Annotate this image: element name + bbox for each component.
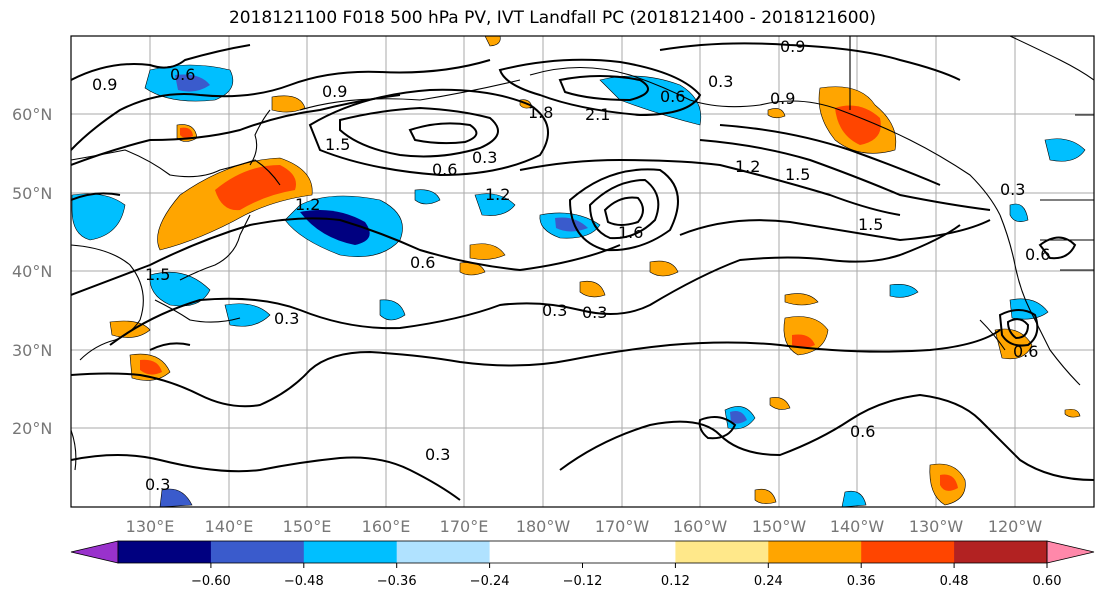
contour-label: 1.8 [528,103,553,122]
contour-label: 0.6 [170,65,195,84]
colorbar-ticks: −0.60 −0.48 −0.36 −0.24 −0.12 0.12 0.24 0.36 0.4… [191,563,1061,589]
contour-label: 1.5 [145,265,170,284]
contour-label: 0.6 [410,253,435,272]
map-frame [70,35,1095,508]
lat-label: 50°N [12,184,52,203]
lon-label: 150°W [752,517,807,536]
colorbar: −0.60 −0.48 −0.36 −0.24 −0.12 0.12 0.24 0.36 0.4… [70,540,1095,589]
colorbar-tick-label: −0.36 [377,574,417,589]
lon-label: 130°W [909,517,964,536]
colorbar-tick-label: 0.12 [661,574,690,589]
colorbar-left-extension [70,540,119,564]
contour-label: 0.6 [1013,342,1038,361]
lat-label: 30°N [12,341,52,360]
colorbar-tick-label: 0.36 [847,574,876,589]
colorbar-tick-label: −0.24 [470,574,510,589]
colorbar-tick-label: 0.60 [1033,574,1062,589]
lon-label: 160°W [673,517,728,536]
contour-label: 0.6 [850,422,875,441]
contour-label: 1.2 [735,157,760,176]
colorbar-cells [118,541,1048,563]
lat-label: 60°N [12,105,52,124]
lon-label: 170°E [440,517,489,536]
colorbar-tick-label: 0.48 [940,574,969,589]
colorbar-tick-label: −0.48 [284,574,324,589]
contour-label: 0.6 [432,160,457,179]
map-title: 2018121100 F018 500 hPa PV, IVT Landfall… [228,8,876,28]
colorbar-tick-label: 0.24 [754,574,783,589]
colorbar-tick-label: −0.12 [563,574,603,589]
contour-label: 0.3 [582,303,607,322]
contour-label: 0.9 [770,89,795,108]
colorbar-tick-label: −0.60 [191,574,231,589]
contour-label: 0.9 [322,82,347,101]
contour-label: 0.6 [1025,245,1050,264]
lon-label: 150°E [283,517,332,536]
contour-label: 1.5 [785,165,810,184]
colorbar-cell [303,541,398,563]
contour-label: 1.2 [485,185,510,204]
colorbar-cell [861,541,955,563]
colorbar-cell [210,541,305,563]
contour-label: 0.3 [145,475,170,494]
colorbar-cell [675,541,769,563]
contour-label: 1.5 [858,215,883,234]
longitude-labels: 130°E 140°E 150°E 160°E 170°E 180°W 170°… [126,517,1043,536]
contour-label: 0.3 [708,72,733,91]
contour-label: 0.3 [274,309,299,328]
contour-label: 1.2 [295,195,320,214]
contour-label: 0.9 [780,37,805,56]
contour-label: 0.3 [472,148,497,167]
contour-label: 1.6 [618,223,643,242]
colorbar-cell [118,541,212,563]
pv-contours [71,42,1094,501]
colorbar-cell [396,541,491,563]
colorbar-right-extension [1046,540,1095,564]
lon-label: 140°E [205,517,254,536]
lat-label: 20°N [12,419,52,438]
colorbar-cell [954,541,1048,563]
map-area: 0.9 0.6 0.9 1.5 0.3 0.6 0.9 1.8 2.1 0.6 … [71,36,1094,507]
lon-label: 170°W [595,517,650,536]
lon-label: 180°W [516,517,571,536]
latitude-labels: 60°N 50°N 40°N 30°N 20°N [12,105,52,438]
contour-label: 1.5 [325,135,350,154]
colorbar-cell [489,541,583,563]
colorbar-cell [582,541,676,563]
contour-label: 0.3 [1000,180,1025,199]
contour-label: 0.6 [660,87,685,106]
contour-label: 2.1 [585,105,610,124]
lat-label: 40°N [12,262,52,281]
lon-label: 160°E [362,517,411,536]
colorbar-cell [768,541,862,563]
contour-label: 0.9 [92,75,117,94]
contour-label: 0.3 [425,445,450,464]
contour-labels: 0.9 0.6 0.9 1.5 0.3 0.6 0.9 1.8 2.1 0.6 … [92,37,1050,494]
lon-label: 140°W [830,517,885,536]
lon-label: 130°E [126,517,175,536]
lon-label: 120°W [988,517,1043,536]
contour-label: 0.3 [542,301,567,320]
